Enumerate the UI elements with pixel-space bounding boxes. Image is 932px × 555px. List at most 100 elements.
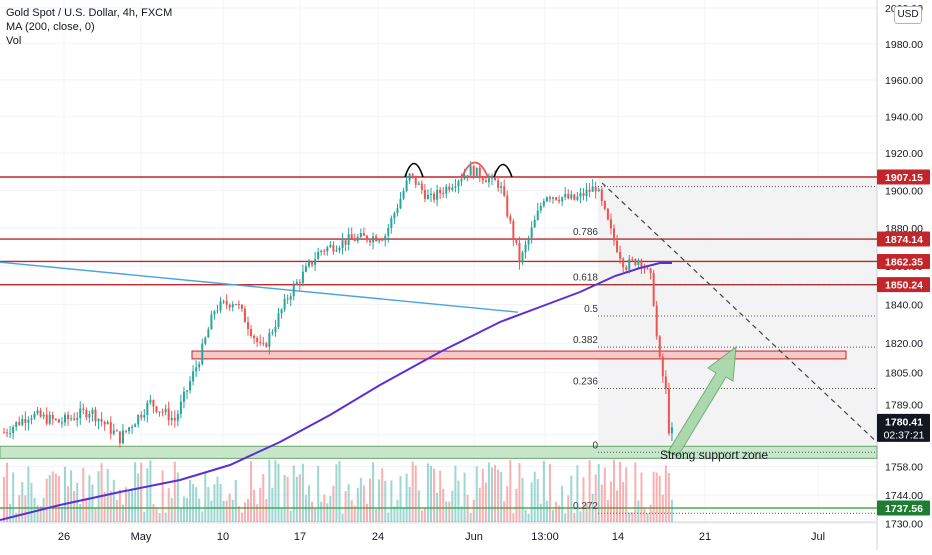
candle-body	[308, 261, 310, 267]
volume-bar	[500, 471, 503, 522]
candle-body	[250, 329, 253, 336]
symbol-title[interactable]: Gold Spot / U.S. Dollar, 4h, FXCM	[6, 7, 173, 19]
volume-bar	[591, 493, 594, 522]
volume-bar	[445, 501, 448, 522]
volume-bar	[430, 466, 432, 522]
volume-bar	[298, 474, 301, 522]
volume-bar	[27, 466, 30, 522]
candle-body	[533, 219, 536, 228]
candle-body	[158, 411, 161, 413]
volume-bar	[3, 476, 5, 522]
volume-bar	[576, 465, 579, 522]
candle-body	[179, 401, 182, 414]
x-tick-label: Jul	[811, 531, 825, 543]
x-tick-label: 14	[612, 531, 624, 543]
candle-body	[609, 219, 612, 229]
volume-bar	[195, 487, 198, 522]
volume-bar	[247, 499, 249, 522]
candle-body	[417, 183, 420, 185]
candle-body	[268, 333, 271, 347]
candle-body	[277, 313, 280, 327]
candle-body	[125, 430, 127, 432]
candle-body	[329, 244, 332, 248]
volume-bar	[661, 494, 664, 522]
candle-body	[18, 421, 21, 425]
y-tick-label: 1920.00	[885, 148, 923, 160]
candle-body	[121, 430, 124, 444]
volume-bar	[545, 501, 548, 522]
candle-body	[497, 180, 500, 188]
candle-body	[286, 298, 289, 300]
volume-bar	[649, 504, 652, 522]
candle-body	[60, 422, 63, 424]
x-tick-label: Jun	[465, 531, 483, 543]
candle-body	[430, 193, 432, 195]
volume-bar	[362, 485, 365, 522]
volume-bar	[326, 503, 329, 522]
volume-bar	[509, 459, 512, 522]
volume-bar	[597, 464, 600, 522]
candle-body	[240, 304, 243, 309]
ma-indicator-label[interactable]: MA (200, close, 0)	[6, 21, 95, 33]
volume-bar	[100, 463, 103, 522]
volume-bar	[295, 476, 298, 522]
volume-bar	[619, 461, 622, 522]
volume-bar	[265, 498, 268, 522]
volume-bar	[131, 488, 134, 522]
volume-bar	[36, 505, 39, 522]
volume-bar	[408, 486, 411, 522]
volume-bar	[664, 465, 667, 522]
volume-bar	[402, 507, 405, 522]
candle-body	[335, 250, 338, 252]
volume-bar	[204, 471, 207, 522]
candle-body	[253, 335, 256, 339]
right-shoulder-arc	[493, 163, 513, 178]
volume-bar	[637, 500, 640, 522]
candle-body	[393, 213, 396, 219]
volume-indicator-label[interactable]: Vol	[6, 35, 22, 47]
candle-body	[234, 303, 237, 305]
candle-body	[216, 310, 219, 312]
volume-bar	[350, 500, 353, 522]
fib-level-label: 0.618	[573, 273, 598, 284]
volume-bar	[24, 495, 27, 522]
candle-body	[21, 418, 24, 425]
candle-body	[469, 166, 472, 176]
fib-level-label: 0	[592, 440, 598, 451]
volume-bar	[533, 471, 536, 522]
candle-body	[118, 431, 121, 444]
volume-bar	[585, 502, 588, 522]
volume-bar	[515, 488, 518, 522]
volume-bar	[414, 465, 417, 522]
candle-body	[439, 189, 442, 194]
candle-body	[298, 281, 301, 284]
y-tick-label: 1940.00	[885, 111, 923, 123]
volume-bar	[149, 460, 152, 522]
candle-body	[472, 166, 475, 178]
volume-bar	[115, 500, 118, 522]
volume-bar	[646, 513, 649, 522]
currency-button[interactable]: USD	[894, 6, 922, 24]
candle-body	[149, 400, 152, 403]
candle-body	[347, 234, 350, 245]
candle-body	[558, 199, 561, 202]
candle-body	[478, 167, 481, 178]
price-axis-background	[877, 0, 932, 550]
candle-body	[670, 427, 673, 434]
candle-body	[12, 426, 15, 434]
volume-bar	[118, 489, 121, 522]
candle-body	[573, 194, 576, 200]
candle-body	[405, 180, 408, 191]
candle-body	[564, 194, 567, 198]
volume-bar	[539, 503, 542, 522]
candle-body	[375, 236, 378, 242]
candle-body	[82, 408, 85, 410]
volume-bar	[518, 462, 521, 522]
volume-bar	[234, 479, 237, 522]
candle-body	[247, 322, 249, 330]
volume-bar	[39, 506, 42, 522]
volume-bar	[625, 467, 628, 522]
candle-body	[317, 251, 320, 260]
